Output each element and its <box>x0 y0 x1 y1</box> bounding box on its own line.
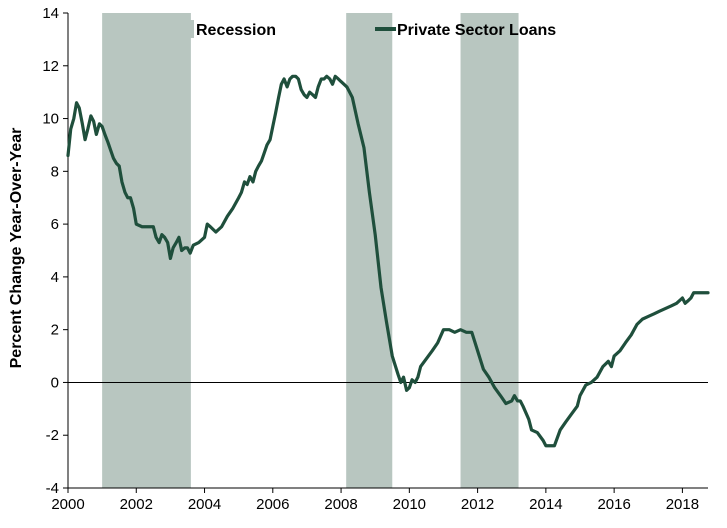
x-tick-label: 2004 <box>188 496 221 513</box>
legend: Recession Private Sector Loans <box>168 20 556 39</box>
y-tick-label: 12 <box>42 58 59 75</box>
y-tick-label: -4 <box>46 480 59 497</box>
y-tick-label: 10 <box>42 111 59 128</box>
recession-band-3 <box>460 13 519 488</box>
x-tick-label: 2018 <box>666 496 699 513</box>
x-tick-label: 2008 <box>324 496 357 513</box>
recession-shading-group <box>102 13 519 488</box>
y-tick-label: -2 <box>46 427 59 444</box>
recession-band-2 <box>346 13 393 488</box>
legend-recession-label: Recession <box>196 22 276 39</box>
y-tick-label: 14 <box>42 5 59 22</box>
legend-recession-swatch <box>168 20 194 38</box>
x-tick-label: 2002 <box>120 496 153 513</box>
y-axis-title: Percent Change Year-Over-Year <box>8 128 25 369</box>
x-tick-label: 2006 <box>256 496 289 513</box>
y-tick-label: 0 <box>51 374 59 391</box>
y-tick-label: 2 <box>51 322 59 339</box>
series-line-private-sector-loans <box>66 74 710 448</box>
y-tick-label: 8 <box>51 163 59 180</box>
x-tick-label: 2016 <box>597 496 630 513</box>
x-tick-label: 2012 <box>461 496 494 513</box>
x-tick-label: 2014 <box>529 496 562 513</box>
x-tick-label: 2000 <box>51 496 84 513</box>
recession-band-1 <box>102 13 191 488</box>
axes-group <box>63 12 708 493</box>
y-tick-label: 6 <box>51 216 59 233</box>
series-group <box>66 74 710 448</box>
x-tick-label: 2010 <box>393 496 426 513</box>
y-tick-label: 4 <box>51 269 59 286</box>
x-tick-labels: 2000 2002 2004 2006 2008 2010 2012 2014 2016 2018 <box>51 496 699 513</box>
y-tick-labels: 14 12 10 8 6 4 2 0 -2 -4 <box>42 5 59 497</box>
legend-series-label: Private Sector Loans <box>397 22 556 39</box>
